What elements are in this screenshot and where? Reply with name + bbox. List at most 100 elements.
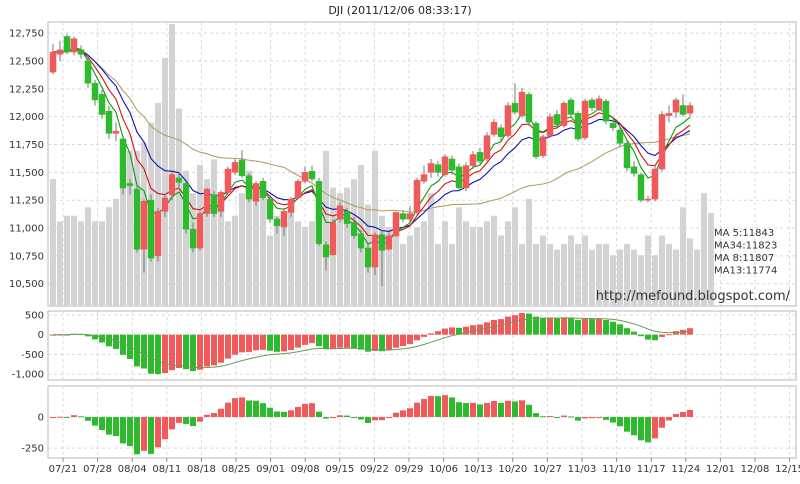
- price-y-tick-label: 11,250: [9, 196, 44, 207]
- x-tick-label: 09/08: [291, 464, 320, 475]
- candle-body: [581, 100, 589, 139]
- macd-bar: [456, 327, 462, 335]
- volume-bar: [680, 207, 686, 306]
- candle-body: [490, 121, 498, 135]
- oscillator-bar: [561, 415, 567, 418]
- candle-body: [686, 105, 694, 114]
- candle-body: [588, 99, 596, 109]
- candle-body: [168, 174, 176, 195]
- candle-body: [63, 36, 71, 53]
- x-tick-label: 12/01: [706, 464, 735, 475]
- candle-body: [616, 129, 624, 144]
- volume-bar: [470, 227, 476, 306]
- volume-bar: [414, 227, 420, 306]
- macd-y-tick-label: 500: [25, 310, 44, 321]
- macd-bar: [442, 328, 448, 335]
- oscillator-bar: [582, 417, 588, 419]
- volume-bar: [316, 235, 322, 306]
- candle-body: [455, 166, 463, 189]
- macd-bar: [113, 334, 119, 349]
- oscillator-bar: [113, 417, 119, 437]
- volume-bar: [498, 235, 504, 306]
- macd-bar: [267, 334, 273, 351]
- volume-bar: [120, 150, 126, 306]
- candle-body: [469, 154, 477, 166]
- candle-body: [651, 168, 659, 200]
- candle-body: [476, 152, 484, 162]
- macd-bar: [232, 334, 238, 355]
- oscillator-bar: [218, 408, 224, 418]
- volume-bar: [253, 187, 259, 306]
- oscillator-bar: [617, 417, 623, 427]
- oscillator-bar: [652, 417, 658, 439]
- x-tick-label: 11/17: [637, 464, 666, 475]
- volume-bar: [533, 243, 539, 306]
- oscillator-bar: [491, 401, 497, 418]
- oscillator-bar: [533, 413, 539, 418]
- volume-bar: [547, 243, 553, 306]
- ma34-line: [52, 47, 691, 213]
- macd-bar: [50, 334, 56, 336]
- macd-bar: [183, 334, 189, 370]
- volume-bar: [610, 255, 616, 306]
- candle-body: [504, 105, 512, 136]
- macd-bar: [281, 334, 287, 352]
- oscillator-bar: [484, 402, 490, 418]
- oscillator-bar: [148, 417, 154, 454]
- volume-bar: [85, 207, 91, 306]
- candle-body: [119, 138, 127, 189]
- oscillator-bar: [274, 411, 280, 418]
- osc-frame: [47, 385, 797, 459]
- oscillator-bar: [393, 412, 399, 418]
- macd-bar: [512, 315, 518, 335]
- candle-body: [602, 100, 610, 122]
- volume-bar: [106, 207, 112, 306]
- candle-body: [637, 174, 645, 201]
- candle-body: [210, 194, 218, 214]
- candle-body: [273, 218, 281, 227]
- candle-body: [546, 116, 554, 136]
- macd-bar: [582, 319, 588, 335]
- oscillator-bar: [64, 416, 70, 418]
- oscillator-bar: [645, 417, 651, 443]
- candle-body: [385, 235, 393, 250]
- candle-body: [406, 213, 414, 220]
- volume-bar: [554, 249, 560, 306]
- candle-body: [147, 199, 155, 259]
- x-tick-label: 07/21: [49, 464, 78, 475]
- macd-bar: [344, 334, 350, 348]
- macd-bar: [526, 313, 532, 335]
- candle-body: [420, 174, 428, 182]
- oscillator-bar: [155, 417, 161, 448]
- volume-bar: [428, 193, 434, 306]
- candle-body: [140, 201, 148, 250]
- candle-body: [511, 103, 519, 113]
- volume-bar: [169, 24, 175, 306]
- macd-bar: [92, 334, 98, 340]
- candle-body: [427, 163, 435, 173]
- price-y-tick-label: 10,750: [9, 251, 44, 262]
- volume-bar: [589, 249, 595, 306]
- x-tick-label: 09/01: [256, 464, 285, 475]
- volume-bar: [673, 249, 679, 306]
- oscillator-bar: [183, 417, 189, 424]
- macd-y-tick-label: -1,000: [12, 370, 44, 381]
- macd-bar: [470, 325, 476, 335]
- x-tick-label: 12/08: [741, 464, 770, 475]
- macd-bar: [652, 334, 658, 341]
- candle-body: [287, 198, 295, 213]
- candle-body: [672, 99, 680, 113]
- macd-bar: [351, 334, 357, 349]
- volume-bar: [99, 221, 105, 306]
- oscillator-bar: [470, 402, 476, 418]
- oscillator-bar: [610, 417, 616, 423]
- oscillator-bar: [554, 417, 560, 419]
- oscillator-bar: [456, 402, 462, 418]
- oscillator-bar: [498, 402, 504, 418]
- price-y-tick-label: 11,750: [9, 140, 44, 151]
- candle-body: [238, 159, 246, 176]
- macd-bar: [519, 312, 525, 335]
- macd-bar: [666, 334, 672, 336]
- volume-bar: [372, 150, 378, 306]
- volume-bar: [491, 215, 497, 306]
